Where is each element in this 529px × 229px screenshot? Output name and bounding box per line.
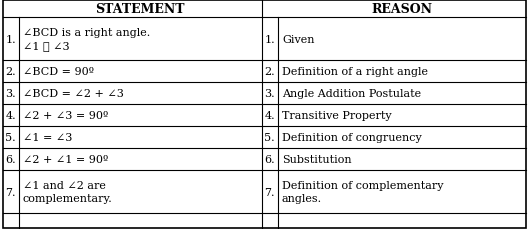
Text: 6.: 6. [5, 155, 16, 164]
Text: 2.: 2. [5, 67, 16, 77]
Text: ∠2 + ∠1 = 90º: ∠2 + ∠1 = 90º [23, 155, 108, 164]
Text: Transitive Property: Transitive Property [282, 111, 391, 121]
Text: 2.: 2. [264, 67, 275, 77]
Text: 3.: 3. [5, 89, 16, 99]
Text: Definition of complementary
angles.: Definition of complementary angles. [282, 181, 443, 203]
Text: 5.: 5. [5, 133, 16, 142]
Text: STATEMENT: STATEMENT [95, 3, 185, 16]
Text: ∠2 + ∠3 = 90º: ∠2 + ∠3 = 90º [23, 111, 108, 121]
Text: 7.: 7. [5, 187, 16, 197]
Text: REASON: REASON [371, 3, 433, 16]
Text: 4.: 4. [5, 111, 16, 121]
Text: 1.: 1. [5, 35, 16, 44]
Text: ∠1 and ∠2 are
complementary.: ∠1 and ∠2 are complementary. [23, 181, 113, 203]
Text: Substitution: Substitution [282, 155, 352, 164]
Text: ∠BCD = ∠2 + ∠3: ∠BCD = ∠2 + ∠3 [23, 89, 124, 99]
Text: 6.: 6. [264, 155, 275, 164]
Text: Definition of a right angle: Definition of a right angle [282, 67, 428, 77]
Text: Given: Given [282, 35, 314, 44]
Text: 1.: 1. [264, 35, 275, 44]
Text: Angle Addition Postulate: Angle Addition Postulate [282, 89, 421, 99]
Text: 5.: 5. [264, 133, 275, 142]
Text: ∠BCD = 90º: ∠BCD = 90º [23, 67, 94, 77]
Text: Definition of congruency: Definition of congruency [282, 133, 422, 142]
Text: 3.: 3. [264, 89, 275, 99]
Text: ∠BCD is a right angle.
∠1 ≅ ∠3: ∠BCD is a right angle. ∠1 ≅ ∠3 [23, 28, 150, 51]
Text: 4.: 4. [264, 111, 275, 121]
Text: 7.: 7. [264, 187, 275, 197]
Text: ∠1 = ∠3: ∠1 = ∠3 [23, 133, 72, 142]
